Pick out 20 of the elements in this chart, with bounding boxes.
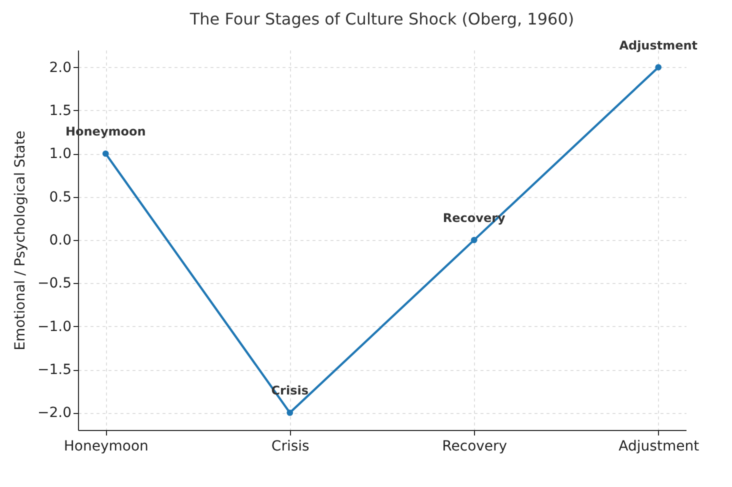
y-tick-label: 1.0	[49, 146, 72, 162]
y-tick-label: −1.0	[38, 318, 72, 335]
x-tick-label: Recovery	[442, 438, 508, 454]
chart-title: The Four Stages of Culture Shock (Oberg, 1960)	[188, 9, 574, 28]
point	[470, 236, 478, 244]
x-tick-label: Honeymoon	[64, 438, 148, 454]
y-tick-label: −1.5	[38, 362, 72, 378]
y-tick-label: −0.5	[38, 276, 72, 292]
y-tick-label: 1.5	[49, 102, 72, 119]
y-tick-label: 2.0	[49, 60, 72, 76]
annotation: Adjustment	[619, 38, 698, 52]
point	[286, 410, 294, 416]
y-tick-label: 0.0	[49, 232, 72, 248]
point	[102, 150, 109, 157]
y-axis-title: Emotional / Psychological State	[12, 130, 29, 350]
x-tick-label: Adjustment	[618, 438, 700, 454]
y-tick-label: −2.0	[38, 405, 72, 422]
x-tick-label: Crisis	[271, 438, 310, 454]
y-tick-label: 0.5	[49, 189, 72, 206]
point	[655, 64, 662, 70]
